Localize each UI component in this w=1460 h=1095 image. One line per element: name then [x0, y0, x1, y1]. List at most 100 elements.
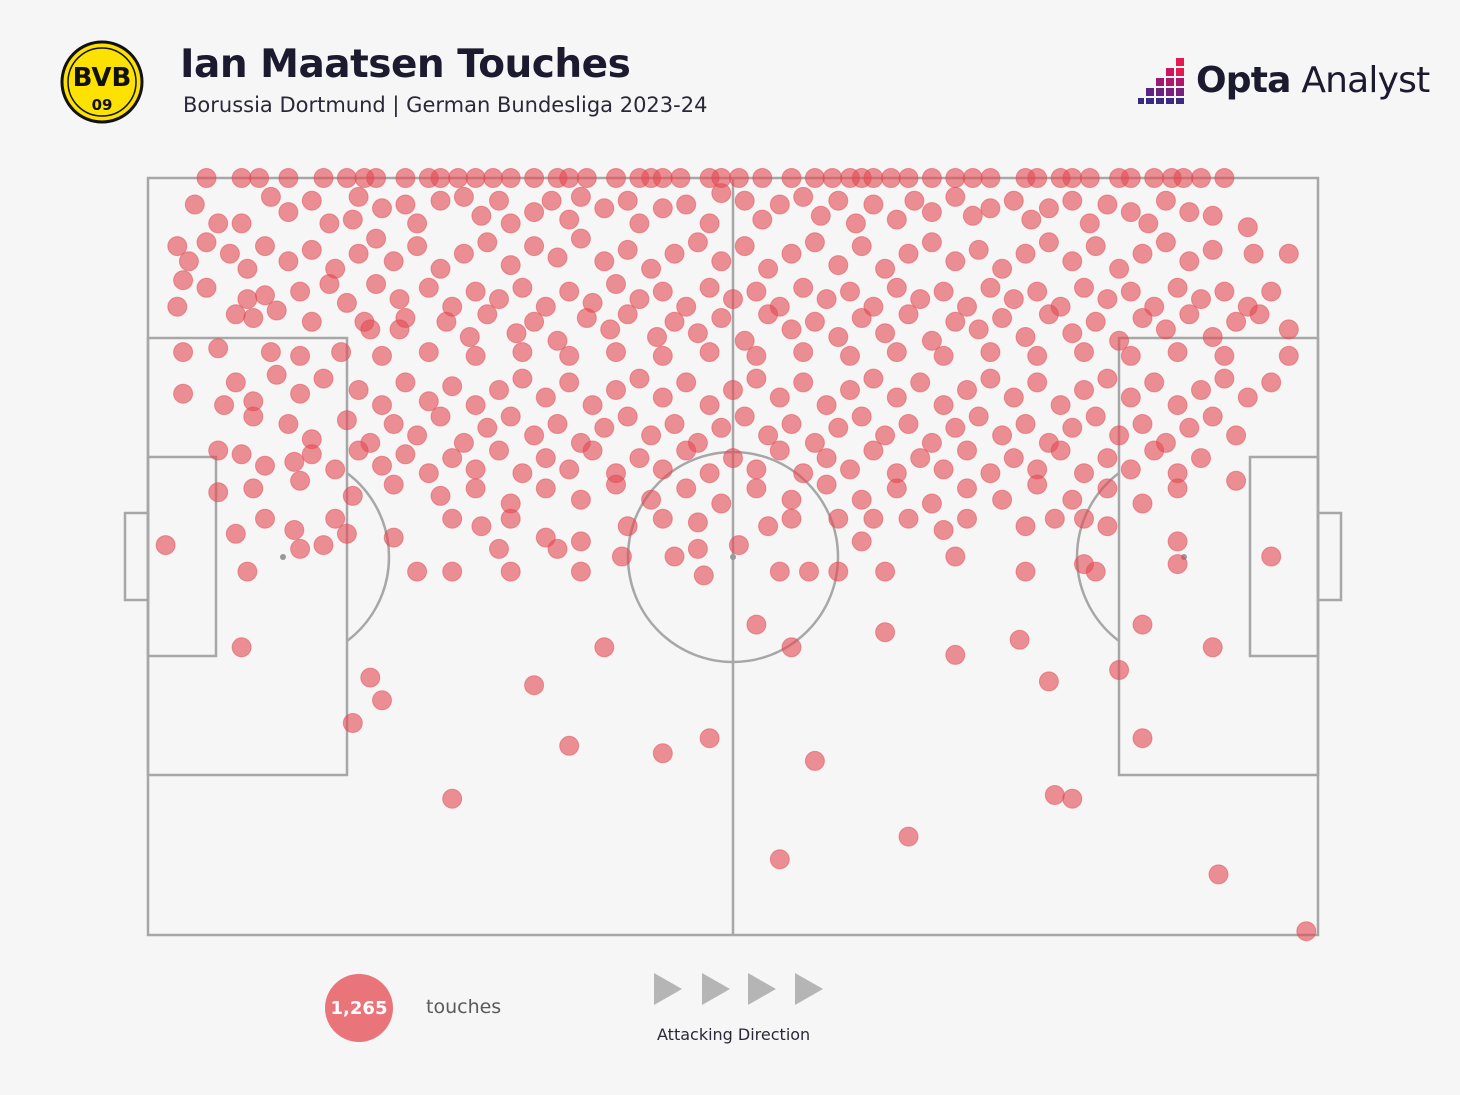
- touch-point: [898, 243, 919, 264]
- touch-point: [1109, 425, 1130, 446]
- touch-point: [366, 228, 387, 249]
- touch-point: [465, 281, 486, 302]
- touch-point: [301, 239, 322, 260]
- touch-point: [1074, 463, 1094, 484]
- left-penalty-arc: [346, 472, 391, 642]
- touch-point: [921, 232, 942, 253]
- touch-point: [1062, 251, 1083, 272]
- touch-point: [559, 345, 580, 366]
- touch-point: [570, 228, 591, 249]
- touch-point: [1237, 217, 1258, 238]
- touch-point: [1226, 311, 1247, 332]
- touch-point: [559, 209, 580, 230]
- touch-point: [851, 531, 872, 552]
- touch-point: [746, 345, 767, 366]
- touch-point: [1003, 289, 1024, 310]
- touch-point: [594, 417, 615, 438]
- touch-point: [1179, 202, 1200, 223]
- touch-point: [699, 395, 720, 416]
- touch-point: [535, 448, 556, 469]
- touch-point: [664, 311, 685, 332]
- touch-point: [606, 342, 626, 363]
- touch-point: [699, 213, 720, 234]
- touch-point: [799, 561, 819, 582]
- touch-point: [471, 516, 492, 537]
- brand-logo: Opta Analyst: [1138, 56, 1430, 110]
- touch-point: [231, 168, 252, 188]
- touch-point: [863, 440, 884, 461]
- touch-point: [652, 168, 673, 188]
- touch-point: [968, 319, 989, 340]
- touch-point: [559, 168, 580, 188]
- touch-point: [816, 448, 837, 469]
- touch-point: [828, 417, 849, 438]
- touch-point: [728, 535, 749, 556]
- touch-point: [535, 296, 556, 317]
- touch-point: [1038, 671, 1059, 692]
- touch-point: [512, 463, 533, 484]
- touch-point: [676, 440, 697, 461]
- touch-point: [1015, 516, 1036, 537]
- touch-point: [348, 186, 369, 207]
- touch-point: [1109, 258, 1130, 279]
- touch-point: [1144, 168, 1165, 188]
- touch-point: [881, 168, 901, 188]
- touch-point: [225, 304, 246, 325]
- touch-point: [395, 194, 416, 215]
- touch-point: [664, 414, 685, 434]
- touch-point: [442, 376, 463, 397]
- touch-point: [804, 750, 825, 771]
- touch-point: [1214, 168, 1235, 188]
- touch-point: [1208, 864, 1229, 885]
- touch-point: [442, 788, 463, 809]
- touch-point: [652, 198, 673, 219]
- touch-point: [1167, 554, 1188, 575]
- touch-point: [1038, 232, 1059, 253]
- touch-point: [652, 281, 673, 302]
- touch-point: [348, 440, 369, 461]
- touch-point: [699, 277, 720, 298]
- touch-point: [1191, 380, 1211, 400]
- touch-point: [629, 448, 650, 469]
- touch-point: [875, 622, 896, 643]
- touch-point: [617, 304, 638, 325]
- touch-point: [348, 380, 369, 400]
- touch-point: [225, 372, 246, 393]
- touch-point: [1085, 561, 1106, 582]
- brand-word-1: Opta: [1196, 60, 1291, 101]
- page-subtitle: Borussia Dortmund | German Bundesliga 20…: [183, 93, 708, 117]
- touch-point: [477, 232, 498, 253]
- touch-point: [1097, 368, 1118, 389]
- touch-point: [1079, 168, 1100, 188]
- touch-point: [769, 440, 790, 461]
- touch-point: [886, 209, 907, 230]
- touch-point: [945, 546, 966, 567]
- touch-point: [933, 281, 954, 302]
- touch-point: [184, 194, 205, 215]
- touch-point: [1155, 232, 1176, 253]
- touch-point: [500, 406, 521, 427]
- touch-point: [1214, 345, 1235, 366]
- touch-point: [342, 713, 363, 733]
- touch-point: [225, 523, 246, 544]
- touch-point: [910, 289, 931, 310]
- touch-point: [290, 345, 311, 366]
- touch-point: [582, 440, 603, 461]
- touch-point: [1027, 345, 1048, 366]
- touch-point: [1202, 406, 1223, 427]
- touch-point: [430, 168, 451, 188]
- touch-point: [606, 380, 626, 400]
- touch-point: [670, 168, 691, 188]
- touch-point: [992, 425, 1013, 446]
- touch-point: [945, 644, 966, 665]
- touch-point: [652, 508, 673, 529]
- touch-point: [319, 274, 340, 294]
- touch-point: [219, 243, 240, 264]
- touch-point: [372, 345, 392, 366]
- touch-point: [155, 535, 176, 556]
- touch-point: [1003, 387, 1024, 408]
- touch-point: [535, 478, 556, 499]
- touch-point: [430, 485, 451, 506]
- touch-point: [1050, 395, 1071, 416]
- touch-point: [266, 300, 287, 321]
